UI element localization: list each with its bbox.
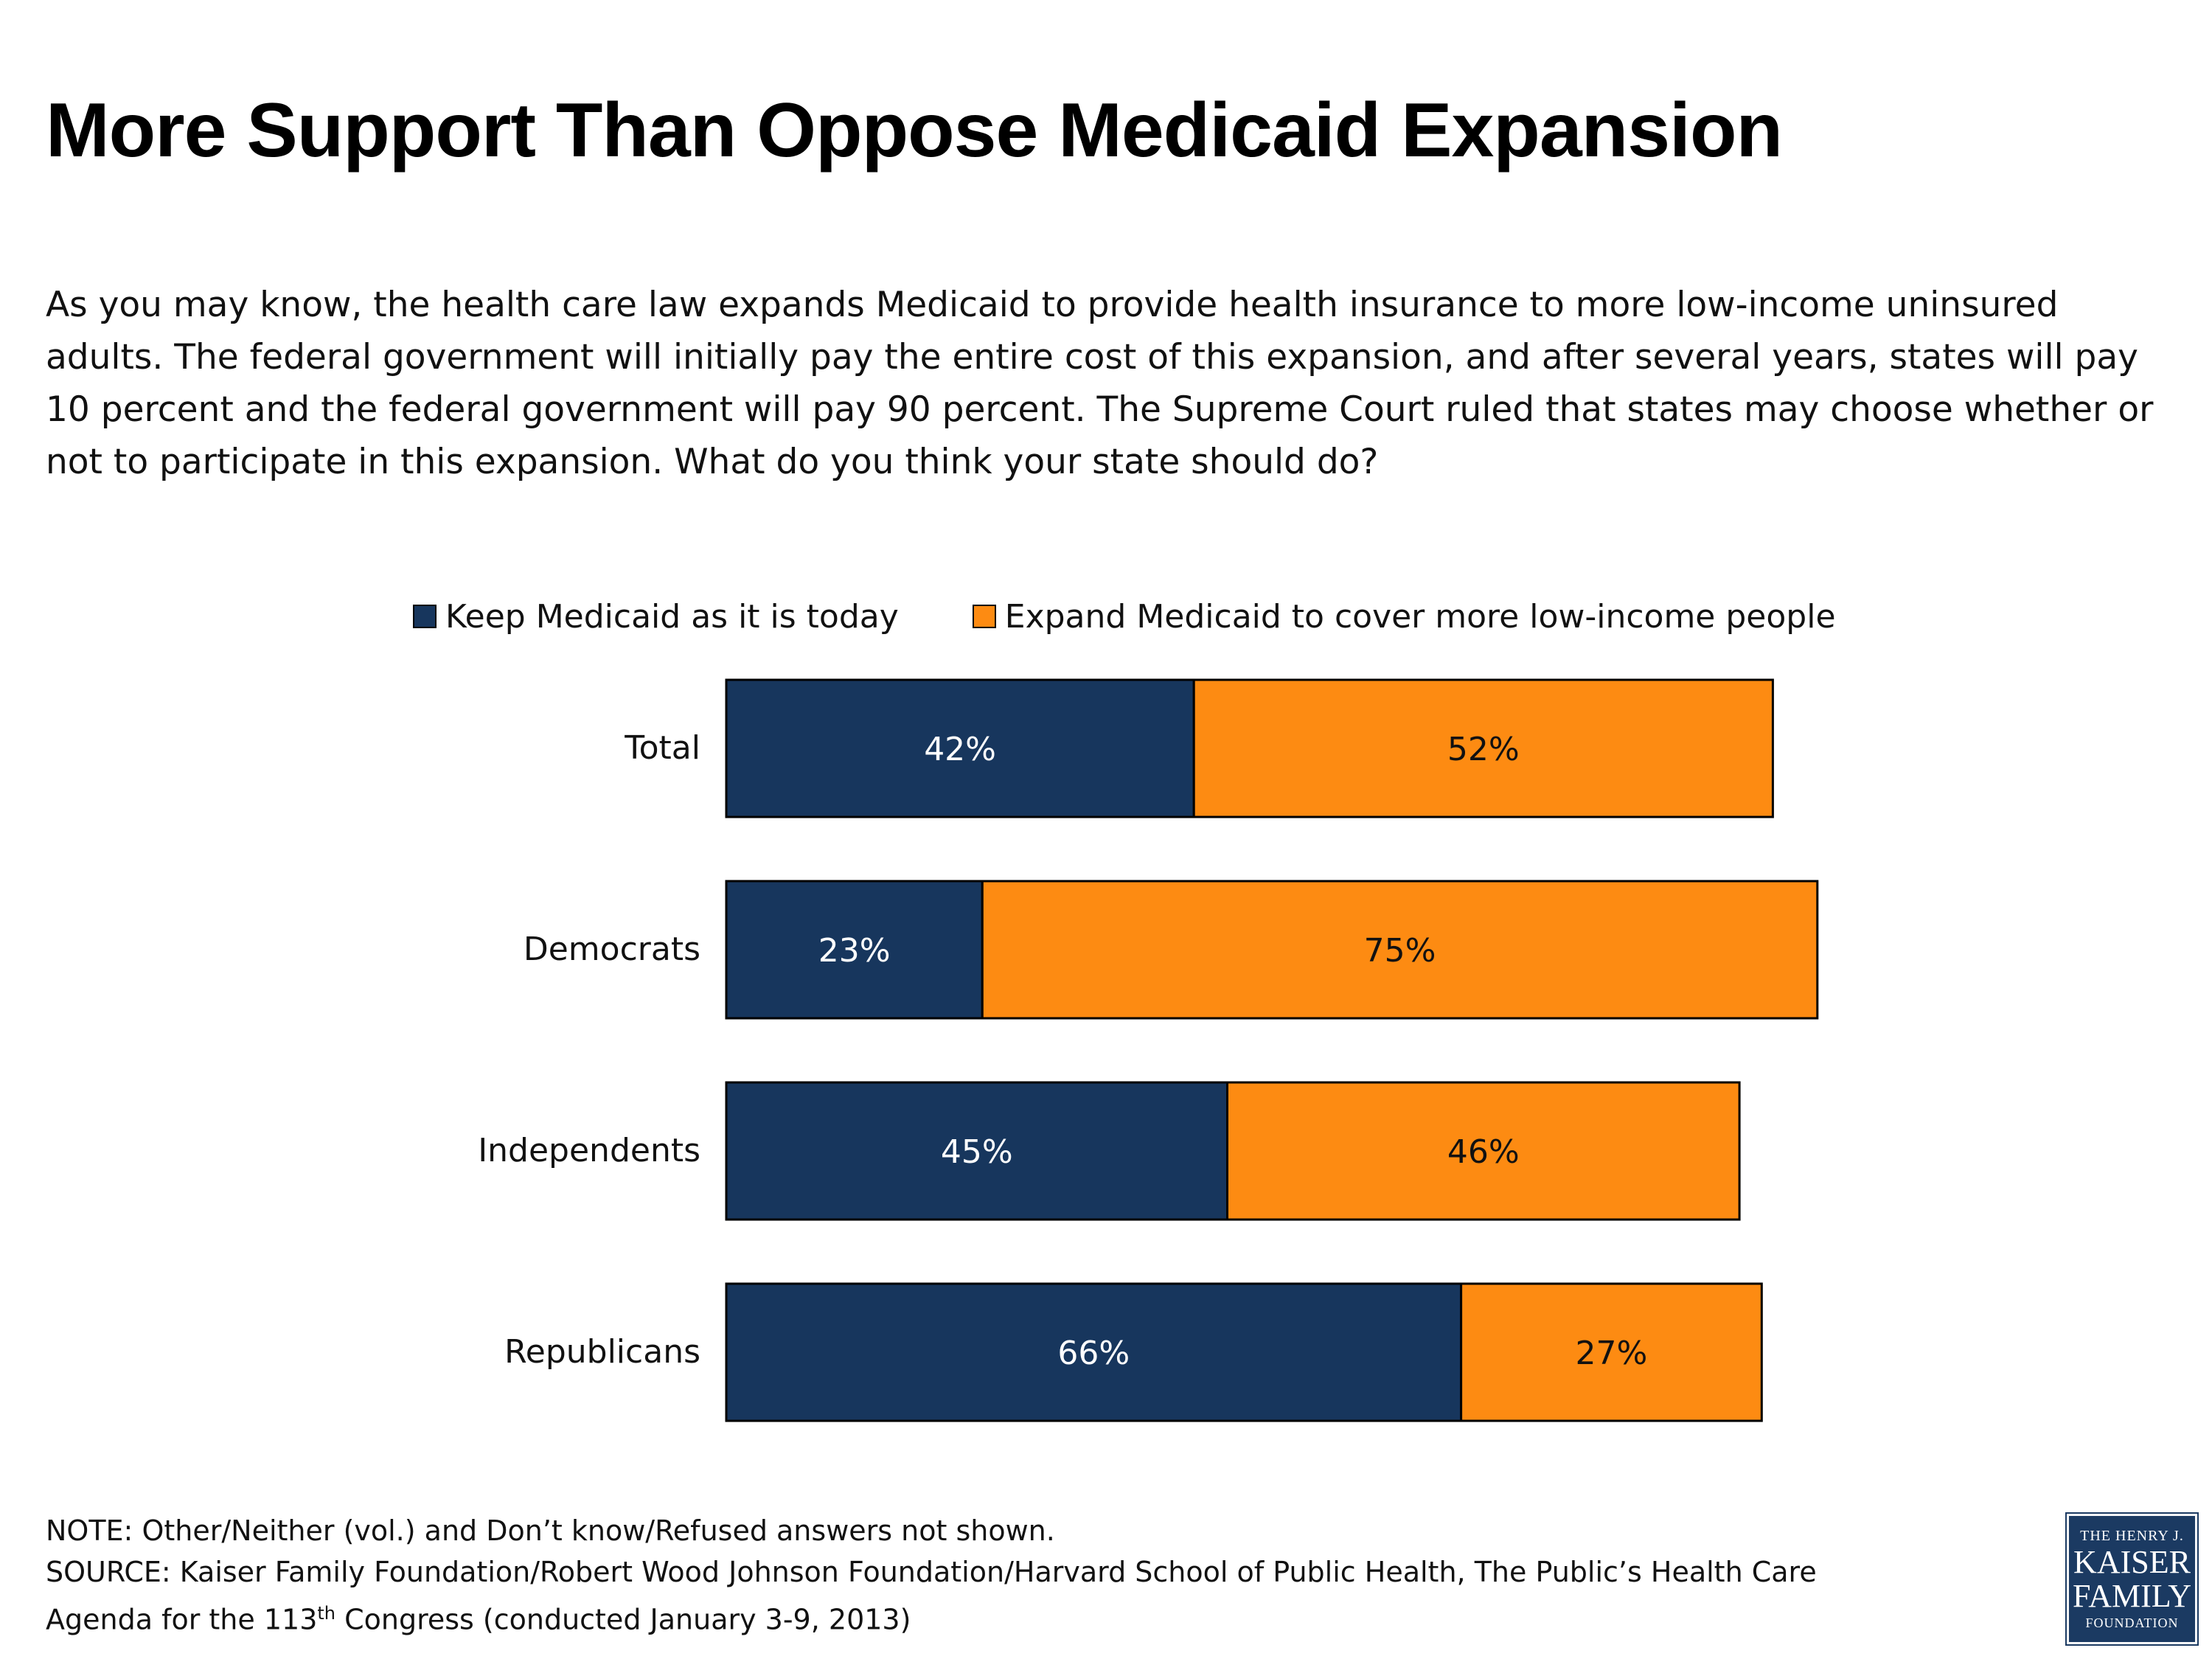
footer-source-line2-post: Congress (conducted January 3-9, 2013)	[335, 1603, 911, 1636]
category-label: Independents	[478, 1132, 700, 1169]
footer-source-line2-pre: Agenda for the 113	[46, 1603, 318, 1636]
bar-label-expand: 46%	[1447, 1133, 1520, 1171]
legend: Keep Medicaid as it is today Expand Medi…	[413, 596, 1910, 637]
bar-expand	[1226, 1081, 1741, 1221]
bar-label-expand: 52%	[1447, 731, 1520, 768]
legend-label-keep: Keep Medicaid as it is today	[445, 597, 899, 636]
legend-swatch-expand	[972, 605, 996, 628]
footer: NOTE: Other/Neither (vol.) and Don’t kno…	[46, 1510, 2037, 1641]
bar-label-expand: 75%	[1364, 932, 1436, 970]
logo-line4: FOUNDATION	[2085, 1615, 2179, 1630]
footer-source-sup: th	[317, 1603, 335, 1624]
logo-line2: KAISER	[2073, 1543, 2191, 1580]
legend-item-keep: Keep Medicaid as it is today	[413, 598, 899, 636]
bar-expand	[981, 880, 1819, 1020]
bar-keep	[725, 678, 1195, 818]
footer-source-line2: Agenda for the 113th Congress (conducted…	[46, 1593, 2037, 1641]
bar-label-expand: 27%	[1576, 1335, 1648, 1372]
legend-label-expand: Expand Medicaid to cover more low-income…	[1004, 597, 1836, 636]
category-label: Republicans	[504, 1333, 700, 1371]
category-label: Total	[624, 729, 700, 767]
bar-expand	[1192, 678, 1774, 818]
bar-keep	[725, 1282, 1463, 1422]
bar-label-keep: 42%	[924, 731, 996, 768]
legend-swatch-keep	[413, 605, 437, 628]
bar-label-keep: 23%	[818, 932, 891, 970]
footer-note: NOTE: Other/Neither (vol.) and Don’t kno…	[46, 1514, 1055, 1547]
legend-item-expand: Expand Medicaid to cover more low-income…	[972, 597, 1836, 636]
footer-source-line1: SOURCE: Kaiser Family Foundation/Robert …	[46, 1556, 1817, 1588]
logo-line3: FAMILY	[2072, 1577, 2191, 1614]
chart-title: More Support Than Oppose Medicaid Expans…	[46, 88, 1783, 173]
bar-keep	[725, 880, 984, 1020]
bar-label-keep: 66%	[1057, 1335, 1130, 1372]
kaiser-family-foundation-logo: THE HENRY J. KAISER FAMILY FOUNDATION	[2065, 1512, 2199, 1646]
bar-expand	[1460, 1282, 1763, 1422]
survey-question: As you may know, the health care law exp…	[46, 285, 2154, 482]
bar-label-keep: 45%	[941, 1133, 1013, 1171]
category-label: Democrats	[524, 931, 700, 968]
logo-line1: THE HENRY J.	[2080, 1527, 2184, 1544]
